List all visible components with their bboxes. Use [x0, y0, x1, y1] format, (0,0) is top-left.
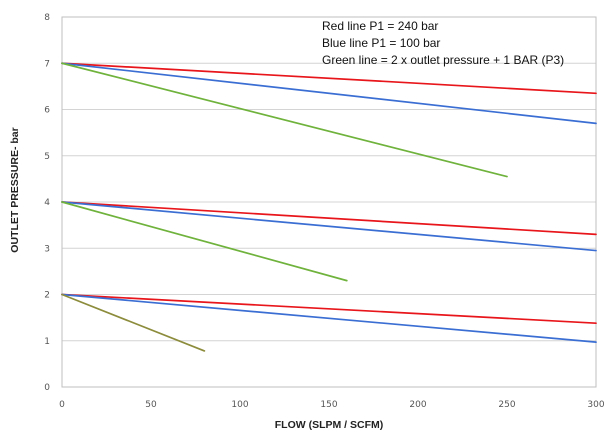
y-tick-label: 1: [44, 337, 50, 347]
red-line: [61, 293, 597, 325]
x-tick-label: 250: [498, 400, 515, 410]
y-tick-label: 6: [44, 106, 50, 116]
y-tick-label: 0: [44, 383, 50, 393]
y-axis-ticks: 0 1 2 3 4 5 6 7 8: [44, 13, 50, 393]
y-tick-label: 5: [44, 152, 50, 162]
x-tick-label: 100: [231, 400, 248, 410]
y-tick-label: 8: [44, 13, 50, 23]
y-tick-label: 2: [44, 291, 50, 301]
x-tick-label: 150: [320, 400, 337, 410]
blue-line: [61, 201, 597, 252]
x-tick-label: 50: [145, 400, 157, 410]
green-line: [61, 62, 508, 178]
x-axis-ticks: 0 50 100 150 200 250 300: [59, 400, 605, 410]
series-lines: [61, 62, 597, 352]
red-line: [61, 62, 597, 95]
annotation-green-line: Green line = 2 x outlet pressure + 1 BAR…: [322, 53, 564, 67]
y-tick-label: 4: [44, 198, 50, 208]
blue-line: [61, 62, 597, 125]
y-axis-label: OUTLET PRESSURE- bar: [9, 127, 21, 252]
x-tick-label: 0: [59, 400, 65, 410]
y-tick-label: 7: [44, 59, 50, 69]
legend-annotations: Red line P1 = 240 bar Blue line P1 = 100…: [322, 19, 564, 67]
y-tick-label: 3: [44, 244, 50, 254]
green-line: [61, 201, 348, 282]
x-axis-label: FLOW (SLPM / SCFM): [275, 419, 383, 431]
blue-line: [61, 293, 597, 343]
x-tick-label: 300: [587, 400, 604, 410]
red-line: [61, 201, 597, 236]
olive-line: [61, 293, 206, 352]
x-tick-label: 200: [409, 400, 426, 410]
annotation-blue-line: Blue line P1 = 100 bar: [322, 36, 440, 50]
annotation-red-line: Red line P1 = 240 bar: [322, 19, 438, 33]
